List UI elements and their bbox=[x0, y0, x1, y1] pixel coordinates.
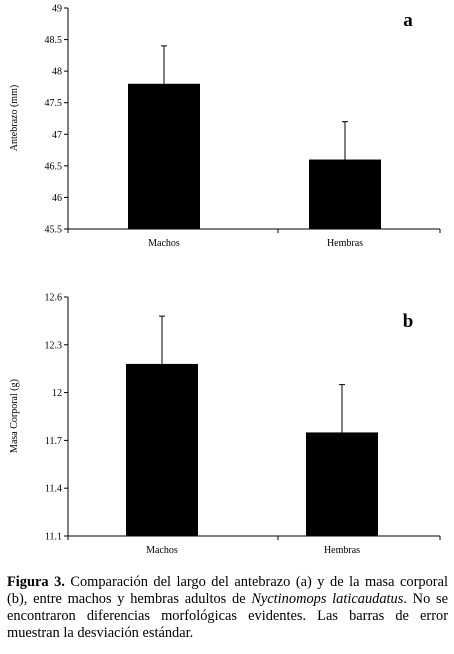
chart-b-y-tick-label: 11.1 bbox=[45, 532, 62, 543]
chart-a-y-tick-label: 46 bbox=[52, 193, 62, 204]
chart-b-y-tick-label: 12.3 bbox=[45, 340, 63, 351]
caption-species: Nyctinomops laticaudatus bbox=[251, 591, 404, 607]
chart-a-y-tick-label: 45.5 bbox=[45, 225, 63, 236]
chart-a: Antebrazo (mm) a 45.54646.54747.54848.54… bbox=[9, 4, 441, 249]
chart-b-category-label: Hembras bbox=[324, 545, 360, 556]
chart-b-y-tick-label: 12.6 bbox=[45, 293, 63, 304]
chart-b-bar bbox=[306, 432, 378, 536]
caption-text-2: . No se encontraron diferencias morfológ… bbox=[7, 591, 448, 641]
chart-a-bar bbox=[309, 159, 381, 229]
chart-a-y-tick-label: 49 bbox=[52, 4, 62, 15]
chart-a-category-label: Machos bbox=[148, 238, 180, 249]
chart-a-category-label: Hembras bbox=[327, 238, 363, 249]
chart-b-y-tick-label: 11.7 bbox=[45, 436, 62, 447]
chart-a-y-tick-label: 47.5 bbox=[45, 98, 63, 109]
chart-a-y-tick-label: 46.5 bbox=[45, 161, 63, 172]
chart-a-ylabel: Antebrazo (mm) bbox=[9, 85, 20, 151]
caption-label: Figura 3. bbox=[7, 574, 65, 590]
chart-a-y-tick-label: 47 bbox=[52, 130, 62, 141]
chart-a-y-tick-label: 48 bbox=[52, 67, 62, 78]
figure-caption: Figura 3. Comparación del largo del ante… bbox=[7, 574, 448, 642]
chart-a-y-tick-label: 48.5 bbox=[45, 35, 63, 46]
chart-b-bar bbox=[126, 363, 198, 536]
chart-b-ylabel: Masa Corporal (g) bbox=[9, 379, 20, 453]
caption-text-1: Comparación del largo del antebrazo (a) … bbox=[7, 574, 448, 607]
chart-b-y-tick-label: 11.4 bbox=[45, 484, 62, 495]
chart-a-plot: 45.5 46 46.5 47 47.5 48 48.5 49 bbox=[45, 4, 441, 236]
chart-b: Masa Corporal (g) b 11.1 11.4 11.7 12 12.3 12… bbox=[9, 293, 441, 556]
figure: Antebrazo (mm) a 45.54646.54747.54848.54… bbox=[9, 4, 441, 556]
chart-b-y-tick-label: 12 bbox=[52, 388, 62, 399]
chart-a-panel-label: a bbox=[403, 10, 413, 31]
chart-b-category-label: Machos bbox=[146, 545, 178, 556]
chart-b-panel-label: b bbox=[403, 311, 414, 332]
chart-b-plot: 11.1 11.4 11.7 12 12.3 12.6 bbox=[45, 293, 441, 543]
chart-a-bar bbox=[128, 83, 200, 230]
